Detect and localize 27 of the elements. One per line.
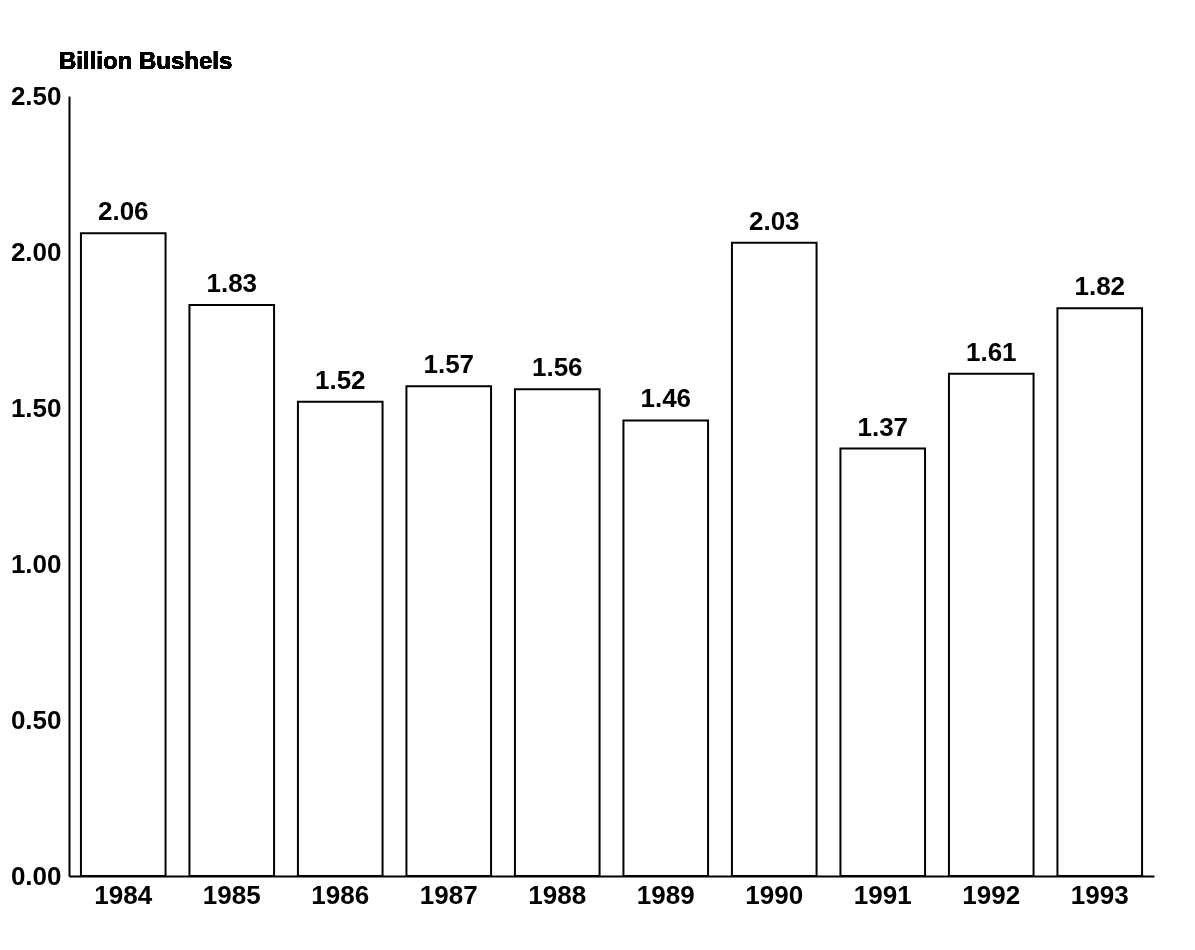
data-label: 1.56 — [531, 352, 583, 383]
y-tick-label: 1.50 — [10, 392, 62, 423]
data-label: 1.52 — [314, 364, 366, 395]
x-tick-label: 1989 — [636, 879, 695, 910]
data-label: 2.03 — [748, 205, 800, 236]
data-label: 1.82 — [1074, 271, 1126, 302]
x-tick-label: 1990 — [745, 879, 804, 910]
y-tick-label: 2.00 — [10, 236, 62, 267]
x-tick-label: 1985 — [202, 879, 261, 910]
y-tick-label: 1.00 — [10, 548, 62, 579]
x-tick-label: 1988 — [528, 879, 587, 910]
data-label: 2.06 — [97, 196, 149, 227]
data-label: 1.57 — [423, 349, 475, 380]
x-tick-label: 1991 — [853, 879, 912, 910]
x-tick-label: 1992 — [962, 879, 1021, 910]
y-tick-label: 2.50 — [10, 80, 62, 111]
y-tick-label: 0.00 — [10, 860, 62, 891]
y-tick-label: 0.50 — [10, 704, 62, 735]
data-label: 1.61 — [965, 336, 1017, 367]
x-tick-label: 1986 — [311, 879, 370, 910]
data-label: 1.83 — [206, 268, 258, 299]
x-tick-label: 1984 — [94, 879, 153, 910]
data-label: 1.37 — [857, 411, 909, 442]
x-tick-label: 1987 — [419, 879, 478, 910]
data-label: 1.46 — [640, 383, 692, 414]
y-axis-title: Billion Bushels — [59, 47, 233, 74]
x-tick-label: 1993 — [1070, 879, 1129, 910]
